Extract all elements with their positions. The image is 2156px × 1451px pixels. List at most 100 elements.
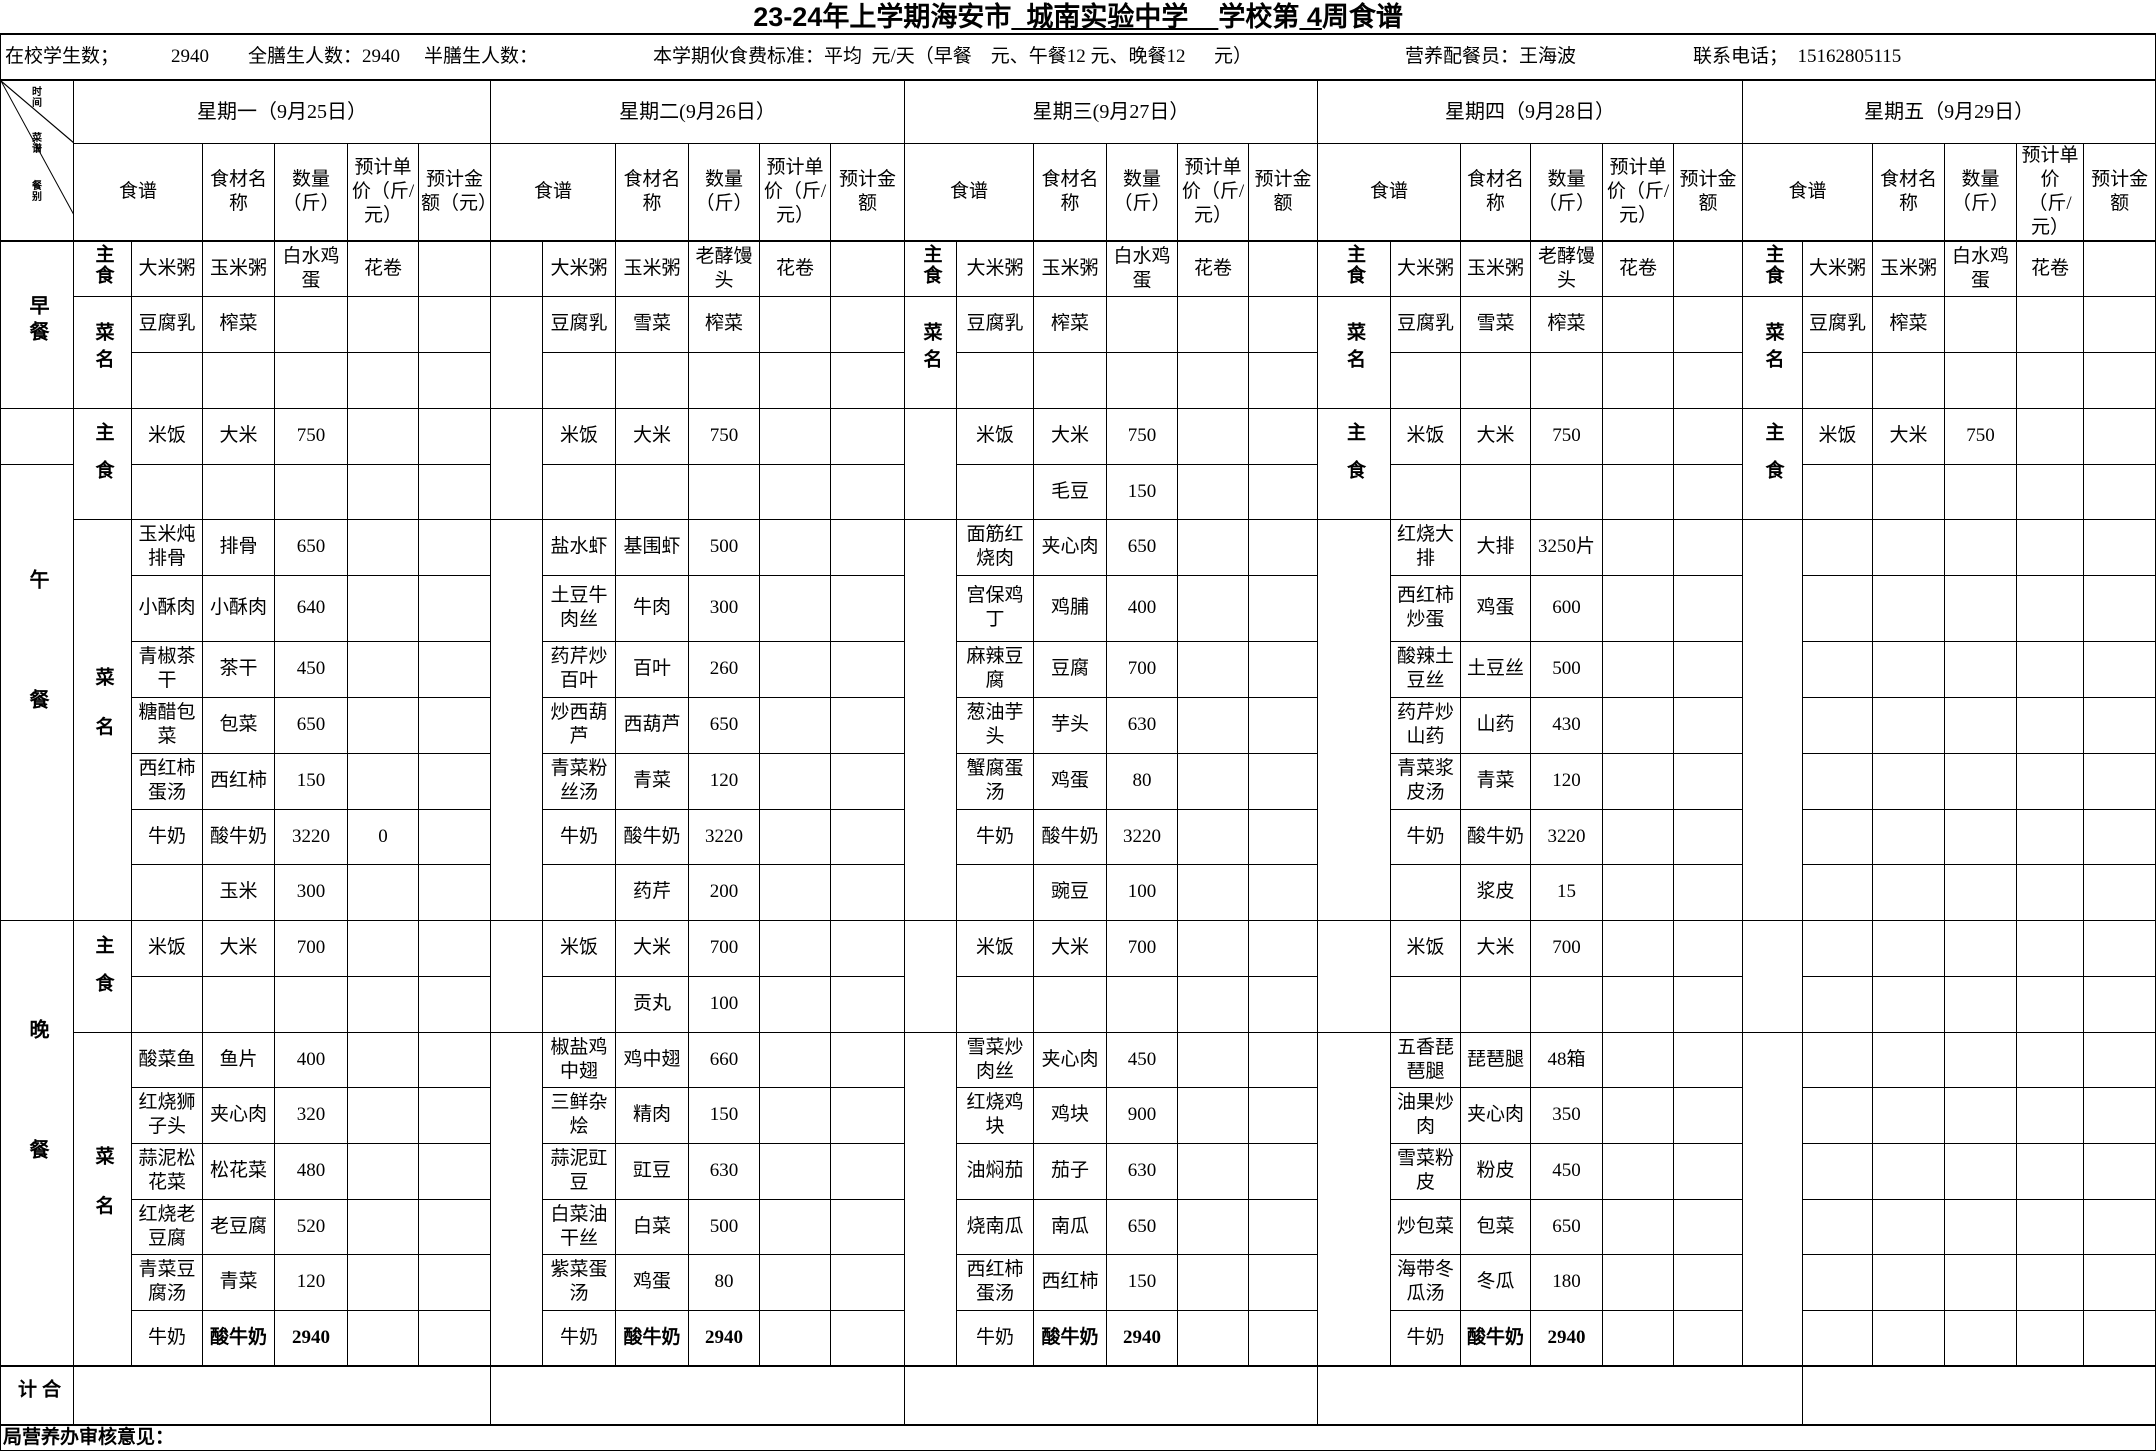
cell-unit-price <box>1602 351 1674 409</box>
cell-quantity: 650 <box>274 518 348 576</box>
total-label-text: 合计 <box>15 1378 60 1406</box>
cell-unit-price <box>2016 351 2084 409</box>
info-row: 在校学生数； 2940 全膳生人数：2940 半膳生人数： 本学期伙食费标准：平… <box>0 33 2156 81</box>
col-header-unit-price: 预计单价（斤/元） <box>2016 143 2084 242</box>
col-header-recipe: 食谱 <box>490 143 616 242</box>
cell-quantity: 300 <box>274 863 348 921</box>
cell-recipe <box>1802 1142 1873 1200</box>
cell-ingredient: 西葫芦 <box>615 696 689 754</box>
cell-amount <box>418 1309 491 1367</box>
cell-recipe <box>1802 518 1873 576</box>
col-header-quantity: 数量（斤） <box>688 143 760 242</box>
cell-ingredient: 榨菜 <box>1033 295 1107 353</box>
meal-dinner-text: 晚餐 <box>26 1019 48 1260</box>
cell-ingredient: 夹心肉 <box>1033 1031 1107 1088</box>
cell-quantity: 600 <box>1530 574 1603 642</box>
cell-quantity: 2940 <box>1106 1309 1178 1367</box>
cell-unit-price <box>1177 863 1249 921</box>
cell-quantity: 150 <box>1106 1253 1178 1311</box>
cell-recipe: 豆腐乳 <box>1802 295 1873 353</box>
cell-recipe: 牛奶 <box>542 808 616 865</box>
cell-ingredient: 山药 <box>1460 696 1531 754</box>
cell-amount <box>1248 1198 1318 1255</box>
cell-ingredient <box>1033 975 1107 1033</box>
cell-recipe <box>1802 1309 1873 1367</box>
cell-unit-price <box>347 463 419 520</box>
cell-unit-price <box>1177 1086 1249 1144</box>
cell-quantity: 450 <box>274 640 348 698</box>
cell-unit-price <box>1177 1031 1249 1088</box>
cell-quantity <box>1944 975 2017 1033</box>
cell-recipe: 西红柿炒蛋 <box>1390 574 1461 642</box>
cell-ingredient <box>1460 351 1531 409</box>
cell-recipe: 牛奶 <box>956 808 1034 865</box>
cell-ingredient: 鸡蛋 <box>1460 574 1531 642</box>
cell-unit-price <box>2016 1086 2084 1144</box>
menu-row: 西红柿蛋汤 西红柿 150 青菜粉丝汤 青菜 120 蟹腐蛋汤 鸡蛋 80 青菜浆皮汤 青菜 120 <box>1 752 2156 810</box>
cell-recipe: 牛奶 <box>1390 1309 1461 1367</box>
title-row: 23-24年上学期海安市 城南实验中学 学校第 4周食谱 <box>0 0 2156 35</box>
cell-ingredient <box>1872 640 1945 698</box>
col-header-recipe: 食谱 <box>904 143 1034 242</box>
cell-recipe: 米饭 <box>542 919 616 977</box>
cell-unit-price <box>1602 863 1674 921</box>
cell-unit-price <box>2016 574 2084 642</box>
cell-amount <box>1673 640 1743 698</box>
cell-unit-price <box>759 1309 831 1367</box>
col-header-ingredient: 食材名称 <box>1460 143 1531 242</box>
cell-recipe: 红烧鸡块 <box>956 1086 1034 1144</box>
cell-unit-price <box>1177 808 1249 865</box>
cell-amount <box>1673 919 1743 977</box>
dietitian: 营养配餐员：王海波 <box>1405 46 1577 67</box>
menu-row: 小酥肉 小酥肉 640 土豆牛肉丝 牛肉 300 宫保鸡丁 鸡脯 400 西红柿炒蛋 鸡蛋 600 <box>1 574 2156 642</box>
col-header-quantity: 数量（斤） <box>1106 143 1178 242</box>
cell-amount <box>830 407 905 465</box>
cell-unit-price <box>1177 1198 1249 1255</box>
category-breakfast-staple-text: 主食 <box>920 244 942 287</box>
cell-quantity: 650 <box>688 696 760 754</box>
cell-unit-price <box>1177 463 1249 520</box>
cell-quantity <box>1944 1198 2017 1255</box>
category-dinner-staple <box>1742 919 1803 1033</box>
menu-row: 玉米 300 药芹 200 豌豆 100 浆皮 15 <box>1 863 2156 921</box>
cell-amount <box>418 295 491 353</box>
cell-quantity: 400 <box>274 1031 348 1088</box>
cell-quantity: 80 <box>1106 752 1178 810</box>
cell-quantity <box>688 463 760 520</box>
cell-quantity: 150 <box>688 1086 760 1144</box>
cell-quantity: 630 <box>1106 696 1178 754</box>
cell-ingredient <box>1872 863 1945 921</box>
category-lunch-staple: 主食 <box>73 407 132 520</box>
col-header-amount: 预计金额 <box>830 143 905 242</box>
col-header-ingredient: 食材名称 <box>615 143 689 242</box>
cell-recipe: 米饭 <box>1390 407 1461 465</box>
title-week: 4 <box>1299 1 1322 32</box>
cell-ingredient: 茶干 <box>202 640 275 698</box>
contact-phone: 联系电话； 15162805115 <box>1693 46 1902 67</box>
cell-ingredient <box>1872 1309 1945 1367</box>
cell-unit-price <box>347 1142 419 1200</box>
category-breakfast-staple: 主食 <box>904 240 957 297</box>
cell-quantity: 白水鸡蛋 <box>1944 240 2017 297</box>
cell-ingredient: 酸牛奶 <box>202 808 275 865</box>
category-lunch-staple: 主食 <box>1742 407 1803 520</box>
cell-ingredient <box>615 351 689 409</box>
cell-unit-price <box>347 407 419 465</box>
cell-unit-price <box>347 295 419 353</box>
cell-amount <box>418 919 491 977</box>
cell-amount <box>418 808 491 865</box>
menu-row: 牛奶 酸牛奶 3220 0 牛奶 酸牛奶 3220 牛奶 酸牛奶 3220 牛奶 酸牛奶 3220 <box>1 808 2156 865</box>
cell-amount <box>1248 1253 1318 1311</box>
cell-unit-price <box>1177 574 1249 642</box>
meal-lunch: 午餐 <box>0 463 74 921</box>
cell-unit-price: 花卷 <box>1177 240 1249 297</box>
total-row: 合计 <box>0 1365 2156 1426</box>
cell-quantity: 2940 <box>274 1309 348 1367</box>
cell-amount <box>418 240 491 297</box>
day-header: 星期四（9月28日） <box>1317 79 1743 144</box>
total-cell <box>73 1365 491 1426</box>
cell-unit-price <box>347 696 419 754</box>
cell-amount <box>418 863 491 921</box>
cell-amount <box>2082 808 2156 865</box>
cell-recipe <box>956 463 1034 520</box>
